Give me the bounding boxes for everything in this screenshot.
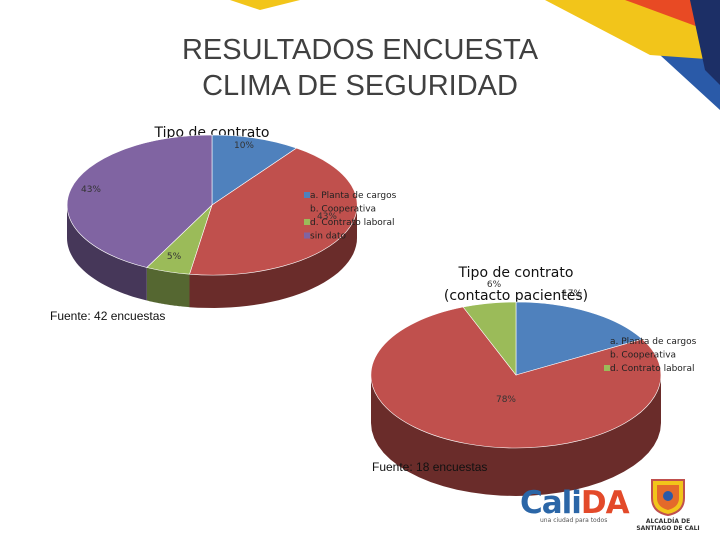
legend-label-2: d. Contrato laboral: [610, 364, 695, 374]
legend-swatch-0: [304, 192, 310, 198]
pie-side-2: [146, 267, 190, 308]
pct-label-0: 17%: [562, 289, 582, 299]
slide-title-line1: RESULTADOS ENCUESTA: [181, 34, 539, 66]
pie-slice-d-contrato-laboral: [462, 301, 517, 376]
legend-swatch-1: [304, 205, 310, 212]
legend-swatch-2: [304, 219, 310, 225]
pct-label-1: 78%: [496, 395, 516, 405]
pie-side-3: [67, 205, 147, 301]
pct-label-0: 10%: [234, 141, 254, 151]
calida-logo: CaliDA: [520, 485, 630, 521]
chart1-source: Fuente: 42 encuestas: [50, 309, 166, 323]
pct-label-1: 43%: [81, 185, 101, 195]
legend-label-1: b. Cooperativa: [610, 351, 676, 361]
legend-swatch-3: [304, 232, 310, 239]
pie-slice-b-cooperativa: [189, 147, 358, 276]
pie-side-1: [371, 375, 661, 496]
legend-label-3: sin dato: [310, 232, 347, 242]
legend-label-1: b. Cooperativa: [310, 205, 376, 215]
chart2-title-line2: (contacto pacientes): [444, 288, 588, 304]
legend-label-2: d. Contrato laboral: [310, 218, 395, 228]
legend-label-0: a. Planta de cargos: [610, 337, 697, 347]
calida-tagline: una ciudad para todos: [540, 517, 608, 524]
pct-label-2: 5%: [167, 252, 182, 262]
cali-coat-of-arms-icon: [651, 479, 685, 516]
legend-swatch-2: [604, 365, 610, 371]
slide-title-line2: CLIMA DE SEGURIDAD: [202, 70, 518, 102]
legend-label-0: a. Planta de cargos: [310, 191, 397, 201]
legend-swatch-0: [604, 338, 610, 344]
pie-side-1: [189, 205, 357, 308]
pct-label-3: 43%: [317, 212, 337, 222]
pie-slice-a-planta-de-cargos: [211, 134, 298, 206]
chart2-source: Fuente: 18 encuestas: [372, 460, 488, 474]
alcaldia-label: ALCALDÍA DE SANTIAGO DE CALI: [636, 518, 700, 532]
pie-slice-a-planta-de-cargos: [515, 301, 643, 376]
legend-swatch-1: [604, 351, 610, 358]
chart2-title-line1: Tipo de contrato: [458, 265, 574, 281]
pie-slice-b-cooperativa: [370, 306, 662, 449]
pie-slice-sin-dato: [66, 134, 213, 268]
pct-label-2: 6%: [487, 280, 502, 290]
